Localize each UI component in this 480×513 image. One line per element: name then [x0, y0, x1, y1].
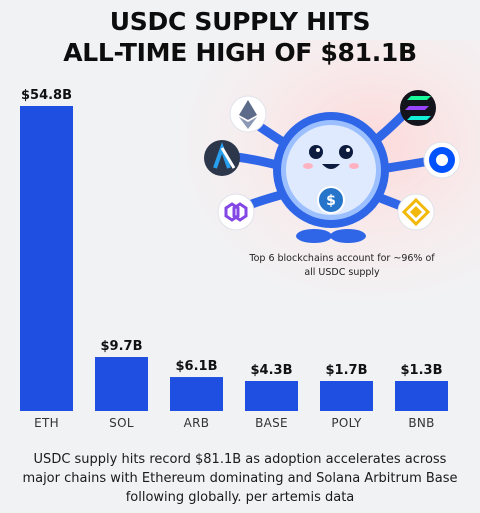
bar-sol	[95, 357, 148, 411]
category-label-sol: SOL	[109, 416, 134, 430]
bar-base	[245, 381, 298, 411]
value-label-arb: $6.1B	[176, 359, 218, 374]
value-label-eth: $54.8B	[21, 88, 72, 103]
category-label-base: BASE	[255, 416, 288, 430]
category-label-poly: POLY	[331, 416, 362, 430]
bnb-icon	[397, 193, 435, 231]
ethereum-icon	[229, 95, 267, 133]
page-title: USDC SUPPLY HITS ALL-TIME HIGH OF $81.1B	[0, 6, 480, 68]
base-icon	[423, 141, 461, 179]
title-line-2: ALL-TIME HIGH OF $81.1B	[63, 38, 417, 67]
title-line-1: USDC SUPPLY HITS	[109, 7, 371, 36]
category-label-arb: ARB	[184, 416, 210, 430]
caption-text: USDC supply hits record $81.1B as adopti…	[22, 452, 458, 505]
value-label-base: $4.3B	[251, 363, 293, 378]
category-label-eth: ETH	[34, 416, 59, 430]
polygon-icon	[217, 193, 255, 231]
bar-arb	[170, 377, 223, 411]
bar-eth	[20, 106, 73, 411]
category-label-bnb: BNB	[408, 416, 434, 430]
bar-poly	[320, 381, 373, 411]
arbitrum-icon	[204, 140, 240, 176]
svg-text:$: $	[326, 193, 336, 209]
usdc-coin-icon: $	[317, 186, 345, 214]
usdc-mascot-illustration: $	[204, 90, 461, 243]
value-label-poly: $1.7B	[326, 363, 368, 378]
bar-bnb	[395, 381, 448, 411]
value-label-sol: $9.7B	[101, 339, 143, 354]
solana-icon	[400, 90, 436, 126]
annotation-text: Top 6 blockchains account for ~96% of al…	[249, 253, 435, 278]
value-label-bnb: $1.3B	[401, 363, 443, 378]
